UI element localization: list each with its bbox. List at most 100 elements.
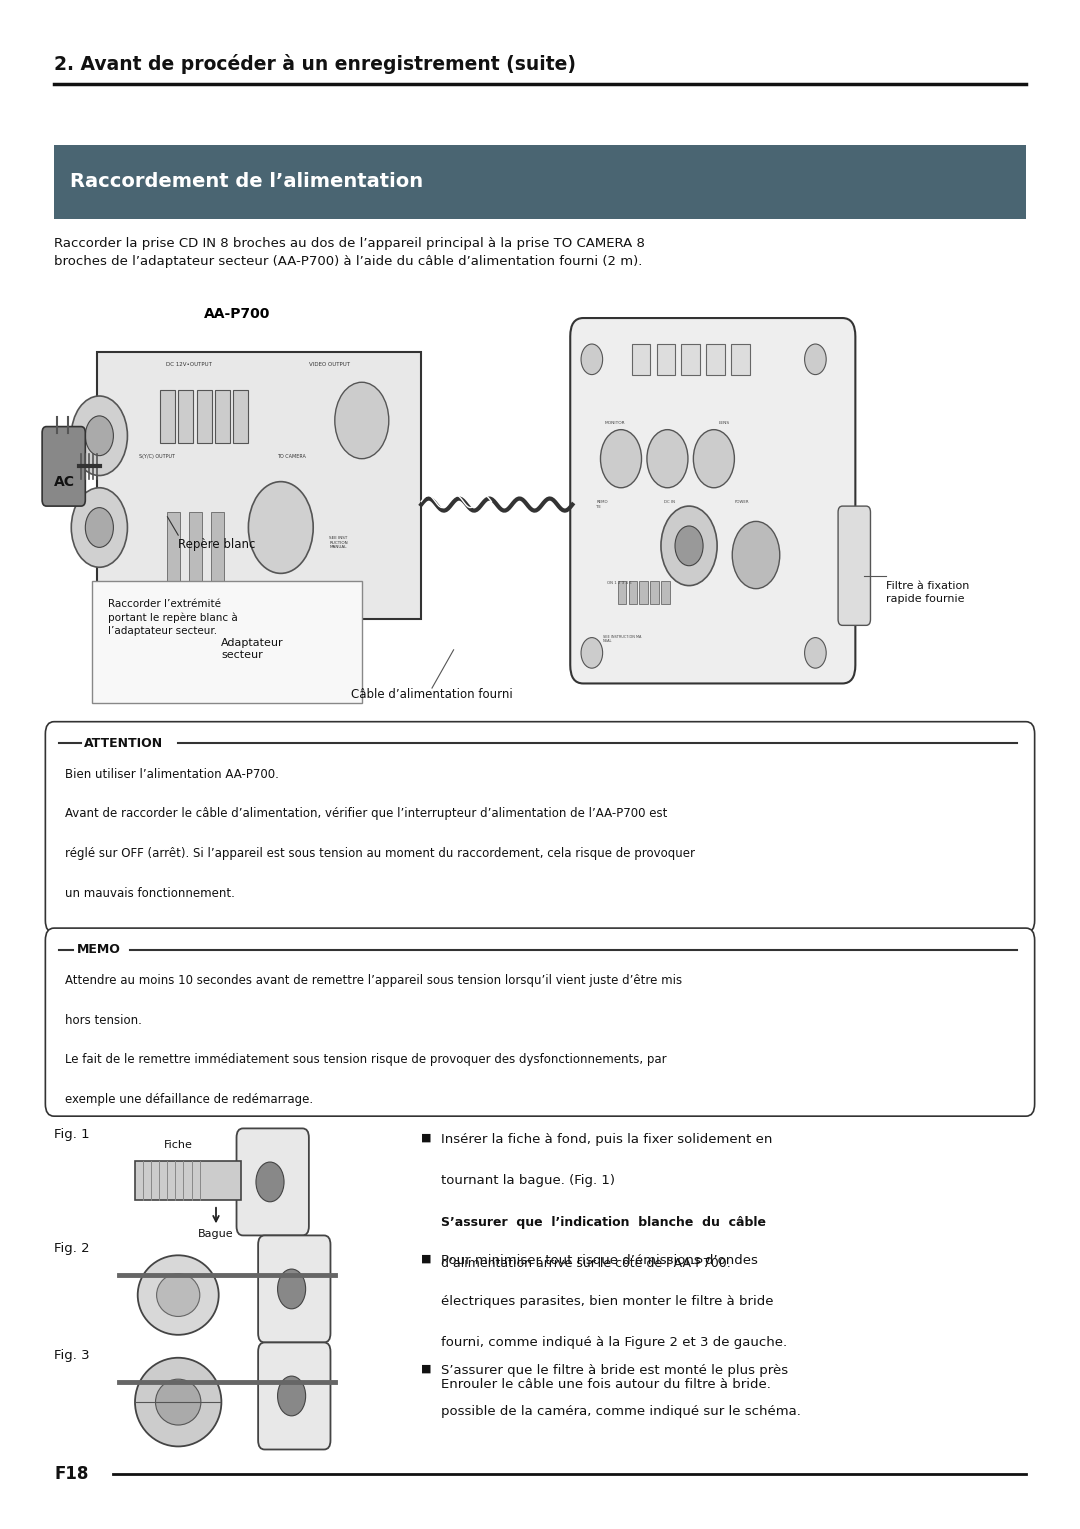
Text: S’assurer  que  l’indication  blanche  du  câble: S’assurer que l’indication blanche du câ…: [441, 1216, 766, 1229]
Ellipse shape: [156, 1379, 201, 1425]
Text: un mauvais fonctionnement.: un mauvais fonctionnement.: [65, 887, 234, 901]
FancyBboxPatch shape: [258, 1235, 330, 1342]
Text: ■: ■: [421, 1133, 432, 1144]
Bar: [167, 512, 180, 596]
Circle shape: [600, 430, 642, 488]
Circle shape: [71, 396, 127, 476]
Text: Raccorder la prise CD IN 8 broches au dos de l’appareil principal à la prise TO : Raccorder la prise CD IN 8 broches au do…: [54, 237, 645, 268]
Circle shape: [581, 638, 603, 668]
Text: Attendre au moins 10 secondes avant de remettre l’appareil sous tension lorsqu’i: Attendre au moins 10 secondes avant de r…: [65, 974, 681, 988]
Text: AC: AC: [54, 474, 75, 489]
Bar: [618, 581, 626, 604]
Text: Bien utiliser l’alimentation AA-P700.: Bien utiliser l’alimentation AA-P700.: [65, 768, 279, 781]
Text: 2. Avant de procéder à un enregistrement (suite): 2. Avant de procéder à un enregistrement…: [54, 54, 576, 73]
Circle shape: [85, 508, 113, 547]
Bar: [706, 344, 725, 375]
Text: SEE INSTRUCTION MA
NUAL: SEE INSTRUCTION MA NUAL: [603, 635, 642, 644]
Text: hors tension.: hors tension.: [65, 1014, 141, 1027]
Text: électriques parasites, bien monter le filtre à bride: électriques parasites, bien monter le fi…: [441, 1295, 773, 1309]
Text: MONITOR: MONITOR: [605, 420, 625, 425]
Ellipse shape: [138, 1255, 218, 1335]
Text: Raccorder l’extrémité
portant le repère blanc à
l’adaptateur secteur.: Raccorder l’extrémité portant le repère …: [108, 599, 238, 636]
Circle shape: [85, 416, 113, 456]
Text: exemple une défaillance de redémarrage.: exemple une défaillance de redémarrage.: [65, 1093, 313, 1107]
Bar: [681, 344, 700, 375]
Bar: [650, 581, 659, 604]
Text: REMO
TE: REMO TE: [596, 500, 608, 509]
FancyBboxPatch shape: [42, 427, 85, 506]
Bar: [197, 390, 212, 443]
FancyBboxPatch shape: [54, 145, 1026, 219]
Ellipse shape: [157, 1274, 200, 1316]
Text: Fig. 3: Fig. 3: [54, 1349, 90, 1362]
Text: F18: F18: [54, 1465, 89, 1483]
Text: Le fait de le remettre immédiatement sous tension risque de provoquer des dysfon: Le fait de le remettre immédiatement sou…: [65, 1053, 666, 1067]
Text: d’alimentation arrive sur le côté de l’AA-P700.: d’alimentation arrive sur le côté de l’A…: [441, 1257, 730, 1271]
Bar: [215, 390, 230, 443]
Polygon shape: [135, 1161, 241, 1200]
Text: Bague: Bague: [199, 1229, 233, 1240]
Text: AA-P700: AA-P700: [204, 307, 271, 321]
Text: TO CAMERA: TO CAMERA: [278, 454, 306, 459]
Circle shape: [335, 382, 389, 459]
Text: Fig. 1: Fig. 1: [54, 1128, 90, 1142]
Circle shape: [278, 1376, 306, 1416]
Text: VIDEO OUTPUT: VIDEO OUTPUT: [309, 362, 350, 367]
Bar: [189, 512, 202, 596]
FancyBboxPatch shape: [838, 506, 870, 625]
Bar: [178, 390, 193, 443]
Bar: [233, 390, 248, 443]
Circle shape: [256, 1162, 284, 1202]
Text: Avant de raccorder le câble d’alimentation, vérifier que l’interrupteur d’alimen: Avant de raccorder le câble d’alimentati…: [65, 807, 667, 821]
Text: Raccordement de l’alimentation: Raccordement de l’alimentation: [70, 173, 423, 191]
Circle shape: [647, 430, 688, 488]
Bar: [639, 581, 648, 604]
Circle shape: [248, 482, 313, 573]
Bar: [629, 581, 637, 604]
Bar: [632, 344, 650, 375]
Text: Repère blanc: Repère blanc: [178, 538, 256, 552]
Text: tournant la bague. (Fig. 1): tournant la bague. (Fig. 1): [441, 1174, 615, 1188]
Bar: [657, 344, 675, 375]
FancyBboxPatch shape: [258, 1342, 330, 1449]
Text: S’assurer que le filtre à bride est monté le plus près: S’assurer que le filtre à bride est mont…: [441, 1364, 787, 1378]
Text: possible de la caméra, comme indiqué sur le schéma.: possible de la caméra, comme indiqué sur…: [441, 1405, 800, 1419]
Circle shape: [805, 638, 826, 668]
Circle shape: [693, 430, 734, 488]
FancyBboxPatch shape: [97, 352, 421, 619]
Text: MEMO: MEMO: [77, 943, 121, 956]
Text: ATTENTION: ATTENTION: [84, 737, 163, 749]
Circle shape: [732, 521, 780, 589]
Text: Fiche: Fiche: [164, 1139, 192, 1150]
Circle shape: [675, 526, 703, 566]
Text: Enrouler le câble une fois autour du filtre à bride.: Enrouler le câble une fois autour du fil…: [441, 1378, 770, 1391]
Text: Filtre à fixation
rapide fournie: Filtre à fixation rapide fournie: [886, 581, 969, 604]
Text: fourni, comme indiqué à la Figure 2 et 3 de gauche.: fourni, comme indiqué à la Figure 2 et 3…: [441, 1336, 786, 1350]
FancyBboxPatch shape: [45, 722, 1035, 933]
Text: DC IN: DC IN: [664, 500, 675, 505]
Text: ON 1 2 3 4 5: ON 1 2 3 4 5: [607, 581, 632, 586]
Text: Pour minimiser tout risque d’émissions d’ondes: Pour minimiser tout risque d’émissions d…: [441, 1254, 757, 1268]
Text: Câble d’alimentation fourni: Câble d’alimentation fourni: [351, 688, 513, 702]
Bar: [160, 390, 175, 443]
Bar: [661, 581, 670, 604]
Text: réglé sur OFF (arrêt). Si l’appareil est sous tension au moment du raccordement,: réglé sur OFF (arrêt). Si l’appareil est…: [65, 847, 694, 861]
FancyBboxPatch shape: [237, 1128, 309, 1235]
Text: SEE INST
RUCTION
MANUAL: SEE INST RUCTION MANUAL: [329, 537, 348, 549]
Circle shape: [581, 344, 603, 375]
Text: Insérer la fiche à fond, puis la fixer solidement en: Insérer la fiche à fond, puis la fixer s…: [441, 1133, 772, 1147]
Circle shape: [661, 506, 717, 586]
Text: LENS: LENS: [718, 420, 729, 425]
Text: DC 12V•OUTPUT: DC 12V•OUTPUT: [166, 362, 212, 367]
Bar: [211, 512, 224, 596]
Text: POWER: POWER: [734, 500, 748, 505]
Ellipse shape: [135, 1358, 221, 1446]
Text: S(Y/C) OUTPUT: S(Y/C) OUTPUT: [138, 454, 175, 459]
Circle shape: [805, 344, 826, 375]
Text: Fig. 2: Fig. 2: [54, 1242, 90, 1255]
FancyBboxPatch shape: [45, 928, 1035, 1116]
Text: ■: ■: [421, 1364, 432, 1375]
Text: ■: ■: [421, 1254, 432, 1264]
FancyBboxPatch shape: [92, 581, 362, 703]
Circle shape: [278, 1269, 306, 1309]
